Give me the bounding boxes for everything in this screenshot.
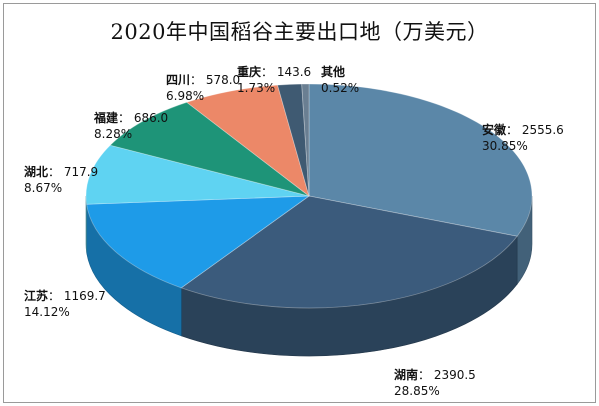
label-name: 重庆 <box>237 64 261 79</box>
slice-2-top <box>180 195 518 309</box>
data-label-percent-6: 6.98% <box>166 89 204 103</box>
label-name: 安徽 <box>482 122 507 137</box>
label-value: ： 2555.6 <box>506 123 564 137</box>
data-label-percent-8: 0.52% <box>321 81 359 95</box>
data-label-percent-7: 1.73% <box>237 81 275 95</box>
chart-title: 2020年中国稻谷主要出口地（万美元） <box>110 20 489 44</box>
slice-8-top <box>301 83 310 197</box>
data-label-5: 福建： 686.0 <box>93 110 168 125</box>
data-label-percent-1: 30.85% <box>482 139 528 153</box>
pie-labels: 安徽： 2555.6 30.85% 湖南： 2390.5 28.85% 江苏： 1169… <box>24 64 564 398</box>
data-label-percent-2: 28.85% <box>394 384 440 398</box>
slice-6-top <box>185 84 310 198</box>
slice-3-top <box>86 195 311 289</box>
slice-4-top <box>85 144 310 205</box>
label-name: 湖南 <box>394 367 418 382</box>
pie-tops <box>85 83 533 309</box>
pie-sides <box>85 195 533 357</box>
data-label-1: 安徽： 2555.6 <box>482 122 564 137</box>
data-label-2: 湖南： 2390.5 <box>394 367 476 382</box>
label-value: ： 578.0 <box>190 73 240 87</box>
slice-1-top <box>308 83 533 237</box>
label-value: ： 686.0 <box>118 111 168 125</box>
data-label-percent-5: 8.28% <box>94 127 132 141</box>
data-label-percent-3: 14.12% <box>24 305 70 319</box>
data-label-4: 湖北： 717.9 <box>24 164 98 179</box>
label-value: ： 1169.7 <box>48 289 106 303</box>
data-label-percent-4: 8.67% <box>24 181 62 195</box>
data-label-6: 四川： 578.0 <box>166 73 240 87</box>
label-value: ： 143.6 <box>261 65 311 79</box>
data-label-8: 其他 <box>321 64 345 79</box>
data-label-7: 重庆： 143.6 <box>237 64 311 79</box>
slice-5-top <box>109 101 310 197</box>
label-name: 江苏 <box>24 288 48 303</box>
label-name: 福建 <box>93 110 119 125</box>
label-name: 其他 <box>321 64 345 79</box>
label-value: ： 2390.5 <box>418 368 476 382</box>
label-name: 湖北 <box>24 164 48 179</box>
label-name: 四川 <box>166 73 190 87</box>
label-value: ： 717.9 <box>48 165 98 179</box>
slice-7-top <box>277 83 310 197</box>
data-label-3: 江苏： 1169.7 <box>24 288 106 303</box>
